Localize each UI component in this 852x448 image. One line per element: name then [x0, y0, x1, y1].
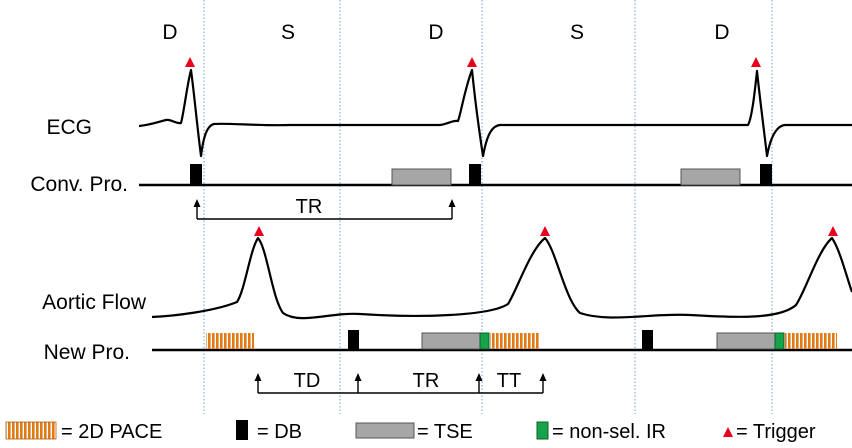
legend-db-label: = DB [257, 421, 302, 443]
conv-db-block [190, 164, 202, 185]
pace-block [206, 333, 254, 349]
new-db-block [642, 330, 653, 350]
interval-label-tt: TT [497, 370, 521, 392]
trigger-icon [467, 57, 477, 67]
phase-label-d3: D [714, 21, 729, 44]
trigger-icon [185, 57, 195, 67]
new-tse-block [421, 332, 481, 350]
legend-ir-swatch [536, 421, 549, 440]
legend-ir-label: = non-sel. IR [552, 421, 666, 443]
phase-label-s1: S [281, 21, 295, 44]
row-label-new: New Pro. [44, 341, 130, 364]
conv-db-block [760, 164, 772, 185]
pace-block [490, 333, 540, 349]
interval-label-td: TD [294, 370, 321, 392]
phase-labels: D S D S D [162, 21, 729, 44]
interval-label-tr-bottom: TR [413, 370, 440, 392]
new-db-block [348, 330, 359, 350]
phase-label-d1: D [162, 21, 177, 44]
legend: = 2D PACE = DB = TSE = non-sel. IR = Tri… [5, 420, 816, 443]
phase-label-s2: S [570, 21, 584, 44]
phase-dividers [203, 0, 773, 414]
legend-pace-swatch [5, 421, 57, 440]
conv-tse-block [680, 168, 741, 186]
legend-tse-label: = TSE [417, 421, 473, 443]
aortic-flow-trace [151, 236, 852, 320]
legend-trigger-icon [723, 427, 733, 437]
row-label-ecg: ECG [46, 116, 92, 139]
interval-label-tr-top: TR [296, 196, 323, 218]
conv-db-block [469, 164, 481, 185]
row-label-flow: Aortic Flow [42, 291, 147, 314]
flow-triggers [254, 226, 838, 236]
legend-tse-swatch [355, 422, 415, 439]
new-tse-block [716, 332, 776, 350]
legend-trigger-label: = Trigger [736, 421, 816, 443]
trigger-icon [254, 226, 264, 236]
trigger-icon [540, 226, 550, 236]
ir-block [774, 332, 785, 350]
row-label-conv: Conv. Pro. [30, 173, 128, 196]
interval-brackets-bottom [254, 373, 547, 394]
ecg-triggers [185, 57, 761, 67]
trigger-icon [751, 57, 761, 67]
pace-block [785, 333, 837, 349]
ecg-trace [138, 68, 852, 158]
conv-tse-block [391, 168, 452, 186]
trigger-icon [828, 226, 838, 236]
ir-block [479, 332, 490, 350]
tr-bracket-top [193, 199, 456, 220]
legend-db-swatch [236, 420, 248, 440]
legend-pace-label: = 2D PACE [61, 421, 162, 443]
phase-label-d2: D [428, 21, 443, 44]
